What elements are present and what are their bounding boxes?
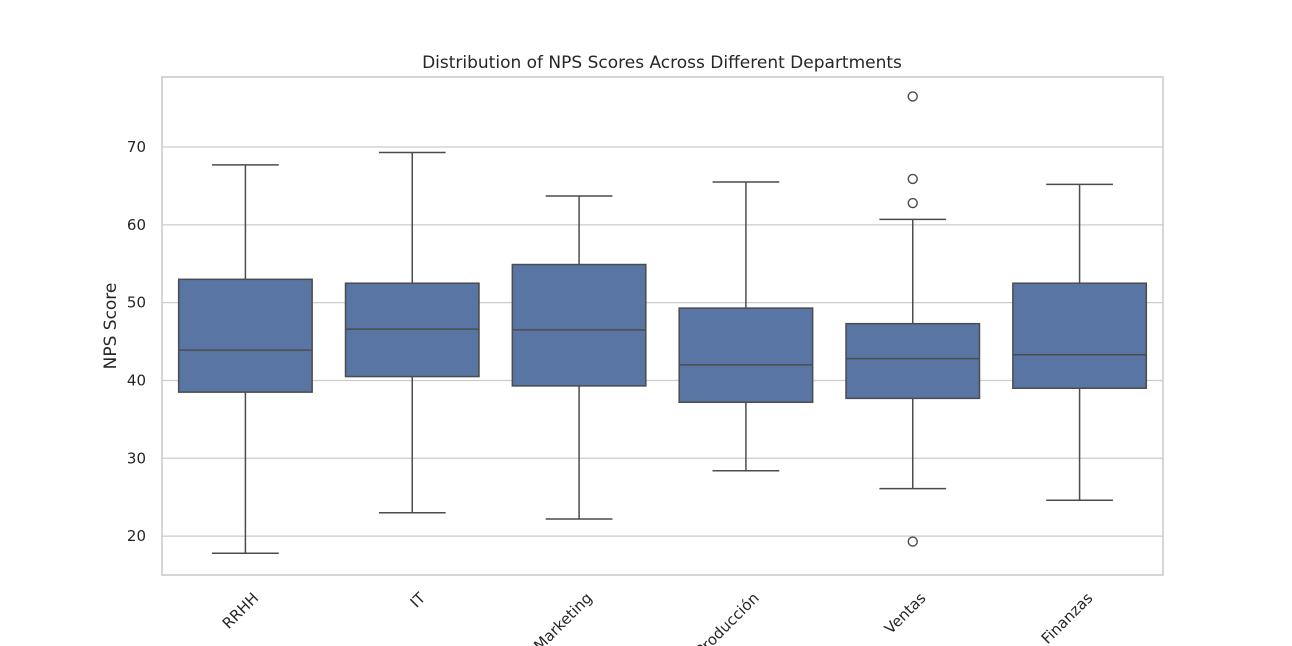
- y-tick-label: 20: [127, 527, 146, 545]
- box-producción: [678, 181, 814, 472]
- outlier-point: [907, 173, 918, 185]
- x-axis-ticks: RRHH IT Marketing Producción Ventas Finanzas: [219, 588, 1097, 646]
- outlier-point: [907, 91, 918, 102]
- outlier-point: [907, 536, 918, 547]
- x-tick-label: Ventas: [881, 589, 930, 638]
- y-tick-label: 70: [127, 138, 146, 156]
- box-rrhh: [177, 164, 313, 554]
- box-series: [177, 91, 1148, 554]
- iqr-box: [344, 282, 480, 378]
- box-finanzas: [1012, 183, 1148, 502]
- iqr-box: [177, 278, 313, 393]
- y-tick-label: 50: [127, 294, 146, 312]
- plot-frame: [161, 76, 1164, 576]
- box-ventas: [845, 91, 981, 547]
- x-tick-label: Finanzas: [1038, 589, 1097, 646]
- y-axis-ticks: 20 30 40 50 60 70: [127, 138, 146, 545]
- y-gridlines: [162, 146, 1163, 537]
- x-tick-label: Producción: [692, 589, 763, 646]
- y-tick-label: 40: [127, 371, 146, 389]
- y-tick-label: 60: [127, 216, 146, 234]
- box-it: [344, 151, 480, 514]
- iqr-box: [845, 322, 981, 400]
- box-marketing: [511, 195, 647, 520]
- x-tick-label: RRHH: [219, 589, 262, 632]
- x-tick-label: Marketing: [530, 589, 596, 646]
- chart-title: Distribution of NPS Scores Across Differ…: [422, 53, 902, 73]
- iqr-box: [511, 263, 647, 387]
- y-axis-label: NPS Score: [101, 283, 121, 370]
- iqr-box: [1012, 282, 1148, 389]
- outlier-point: [907, 197, 918, 209]
- x-tick-label: IT: [407, 588, 430, 611]
- iqr-box: [678, 307, 814, 404]
- y-tick-label: 30: [127, 449, 146, 467]
